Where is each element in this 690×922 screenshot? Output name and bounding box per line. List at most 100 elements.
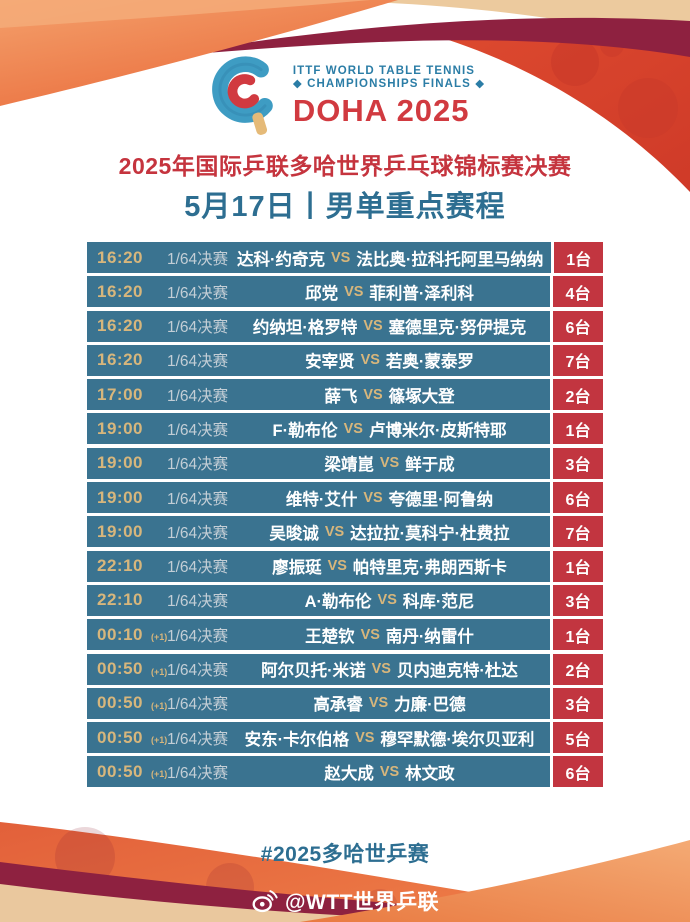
match-info: 00:50 (+1) 1/64决赛 阿尔贝托·米诺 VS 贝内迪克特·杜达	[87, 653, 550, 685]
table-number-badge: 2台	[553, 653, 603, 685]
table-number-badge: 7台	[553, 344, 603, 376]
match-round: 1/64决赛	[167, 764, 229, 782]
match-info: 16:20 1/64决赛 邱党 VS 菲利普·泽利科	[87, 276, 550, 308]
match-time: 16:20	[97, 281, 143, 301]
match-players: F·勒布伦 VS 卢博米尔·皮斯特耶	[237, 417, 542, 441]
table-number-badge: 3台	[553, 584, 603, 616]
player1-name: 吴晙诚	[269, 524, 319, 543]
vs-label: VS	[360, 626, 380, 643]
match-players: 维特·艾什 VS 夸德里·阿鲁纳	[237, 486, 542, 510]
match-time: 00:50	[97, 761, 143, 781]
match-time: 00:50	[97, 693, 143, 713]
player1-name: F·勒布伦	[272, 421, 338, 440]
player1-name: 廖振珽	[272, 559, 322, 578]
match-round: 1/64决赛	[167, 730, 229, 748]
player1-name: A·勒布伦	[304, 593, 372, 612]
match-round: 1/64决赛	[167, 250, 229, 268]
vs-label: VS	[363, 489, 383, 506]
match-time: 16:20	[97, 350, 143, 370]
table-number-badge: 4台	[553, 276, 603, 308]
player2-name: 科库·范尼	[402, 593, 475, 612]
match-round: 1/64决赛	[167, 490, 229, 508]
player1-name: 邱党	[305, 284, 339, 303]
table-row: 22:10 1/64决赛 A·勒布伦 VS 科库·范尼 3台	[87, 584, 603, 616]
player1-name: 王楚钦	[305, 627, 355, 646]
player2-name: 鲜于成	[405, 456, 455, 475]
table-row: 00:50 (+1) 1/64决赛 赵大成 VS 林文政 6台	[87, 756, 603, 788]
match-round: 1/64决赛	[167, 627, 229, 645]
player1-name: 梁靖崑	[324, 456, 374, 475]
match-time: 17:00	[97, 384, 143, 404]
match-time: 16:20	[97, 316, 143, 336]
table-number-badge: 6台	[553, 756, 603, 788]
match-info: 16:20 1/64决赛 安宰贤 VS 若奥·蒙泰罗	[87, 344, 550, 376]
match-players: 邱党 VS 菲利普·泽利科	[237, 280, 542, 304]
table-number-badge: 1台	[553, 619, 603, 651]
player2-name: 法比奥·拉科托阿里马纳纳	[356, 250, 544, 269]
match-round: 1/64决赛	[167, 421, 229, 439]
match-info: 00:10 (+1) 1/64决赛 王楚钦 VS 南丹·纳雷什	[87, 619, 550, 651]
player2-name: 达拉拉·莫科宁·杜费拉	[350, 524, 510, 543]
table-number-badge: 3台	[553, 687, 603, 719]
match-players: 达科·约奇克 VS 法比奥·拉科托阿里马纳纳	[237, 246, 543, 270]
match-time: 19:00	[97, 521, 143, 541]
match-info: 17:00 1/64决赛 薛飞 VS 篠塚大登	[87, 379, 550, 411]
vs-label: VS	[331, 249, 351, 266]
vs-label: VS	[379, 763, 400, 780]
match-time: 19:00	[97, 418, 143, 438]
match-info: 19:00 1/64决赛 梁靖崑 VS 鲜于成	[87, 447, 550, 479]
player2-name: 帕特里克·弗朗西斯卡	[352, 559, 507, 578]
match-time: 22:10	[97, 590, 143, 610]
match-time: 00:50	[97, 727, 143, 747]
vs-label: VS	[363, 386, 383, 403]
table-row: 19:00 1/64决赛 吴晙诚 VS 达拉拉·莫科宁·杜费拉 7台	[87, 516, 603, 548]
match-players: 廖振珽 VS 帕特里克·弗朗西斯卡	[237, 554, 542, 578]
match-time: 00:10	[97, 624, 143, 644]
next-day-marker: (+1)	[151, 735, 168, 746]
player1-name: 赵大成	[324, 764, 374, 783]
player1-name: 安宰贤	[305, 353, 355, 372]
player1-name: 安东·卡尔伯格	[244, 730, 350, 749]
vs-label: VS	[368, 695, 389, 712]
match-info: 19:00 1/64决赛 维特·艾什 VS 夸德里·阿鲁纳	[87, 482, 550, 514]
logo-doha-2025: DOHA 2025	[292, 93, 470, 129]
match-round: 1/64决赛	[167, 319, 229, 337]
hashtag-text: #2025多哈世乒赛	[260, 843, 430, 866]
page-subtitle: 5月17日丨男单重点赛程	[184, 191, 506, 223]
next-day-marker	[151, 529, 167, 534]
match-players: 约纳坦·格罗特 VS 塞德里克·努伊提克	[237, 314, 542, 338]
schedule-table: 16:20 1/64决赛 达科·约奇克 VS 法比奥·拉科托阿里马纳纳 1台 1…	[87, 242, 603, 791]
table-number-badge: 6台	[553, 482, 603, 514]
next-day-marker	[151, 324, 167, 329]
next-day-marker: (+1)	[151, 632, 168, 643]
match-info: 00:50 (+1) 1/64决赛 赵大成 VS 林文政	[87, 756, 550, 788]
match-info: 22:10 1/64决赛 A·勒布伦 VS 科库·范尼	[87, 584, 550, 616]
match-round: 1/64决赛	[167, 559, 229, 577]
next-day-marker	[151, 358, 167, 363]
player2-name: 菲利普·泽利科	[369, 284, 474, 303]
player2-name: 卢博米尔·皮斯特耶	[368, 421, 507, 440]
vs-label: VS	[371, 661, 391, 678]
table-number-badge: 1台	[553, 413, 603, 445]
player2-name: 林文政	[405, 764, 455, 783]
next-day-marker: (+1)	[151, 769, 168, 780]
match-info: 19:00 1/64决赛 吴晙诚 VS 达拉拉·莫科宁·杜费拉	[87, 516, 550, 548]
player2-name: 夸德里·阿鲁纳	[388, 490, 494, 509]
match-info: 22:10 1/64决赛 廖振珽 VS 帕特里克·弗朗西斯卡	[87, 550, 550, 582]
next-day-marker	[151, 392, 167, 397]
player1-name: 约纳坦·格罗特	[252, 319, 358, 338]
vs-label: VS	[360, 352, 380, 369]
next-day-marker: (+1)	[151, 700, 168, 711]
vs-label: VS	[363, 318, 383, 335]
match-info: 16:20 1/64决赛 约纳坦·格罗特 VS 塞德里克·努伊提克	[87, 310, 550, 342]
player2-name: 南丹·纳雷什	[385, 627, 474, 646]
page-title: 2025年国际乒联多哈世界乒乓球锦标赛决赛	[118, 153, 572, 179]
match-round: 1/64决赛	[167, 353, 229, 371]
weibo-credit: @WTT世界乒联	[0, 886, 690, 916]
match-round: 1/64决赛	[167, 284, 229, 302]
table-row: 22:10 1/64决赛 廖振珽 VS 帕特里克·弗朗西斯卡 1台	[87, 550, 603, 582]
player2-name: 篠塚大登	[388, 387, 455, 406]
table-number-badge: 6台	[553, 310, 603, 342]
table-number-badge: 3台	[553, 447, 603, 479]
